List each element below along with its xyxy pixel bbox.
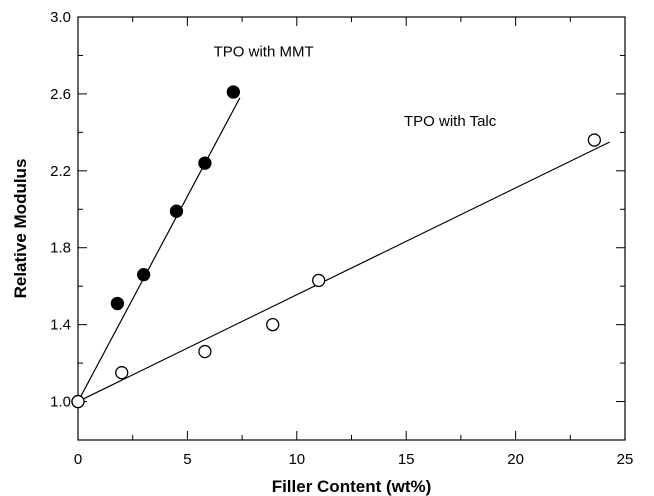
data-point-mmt	[226, 85, 240, 99]
x-axis-title: Filler Content (wt%)	[272, 477, 432, 496]
series-label-mmt: TPO with MMT	[214, 44, 314, 61]
data-point-mmt	[136, 267, 151, 282]
x-tick-label: 0	[74, 451, 82, 468]
y-tick-label: 2.6	[50, 86, 71, 103]
data-point-talc	[587, 133, 602, 147]
y-axis-ticks: 1.0 1.4 1.8 2.2 2.6 3.0	[50, 9, 625, 441]
y-tick-label: 1.8	[50, 240, 71, 257]
data-point-mmt	[110, 296, 125, 311]
data-points	[71, 85, 602, 409]
x-tick-label: 20	[507, 451, 524, 468]
data-point-talc	[71, 394, 85, 409]
fit-lines	[77, 97, 610, 403]
y-tick-label: 2.2	[50, 163, 71, 180]
data-point-mmt	[198, 156, 212, 170]
y-tick-label: 1.0	[50, 394, 71, 411]
data-point-mmt	[169, 204, 184, 218]
y-tick-label: 1.4	[50, 317, 71, 334]
data-point-talc	[312, 273, 326, 288]
x-axis-ticks: 0 5 10 15 20 25	[74, 17, 634, 468]
data-point-talc	[266, 317, 280, 332]
x-tick-label: 15	[398, 451, 415, 468]
y-tick-label: 3.0	[50, 9, 71, 26]
data-point-talc	[198, 344, 212, 359]
plot-frame	[77, 16, 626, 441]
data-point-talc	[115, 366, 129, 380]
y-axis-title: Relative Modulus	[11, 159, 30, 299]
x-tick-label: 25	[617, 451, 634, 468]
fit-line-mmt	[77, 97, 241, 402]
fit-line-talc	[77, 141, 610, 403]
x-tick-label: 5	[183, 451, 191, 468]
series-label-talc: TPO with Talc	[404, 113, 497, 130]
x-tick-label: 10	[288, 451, 305, 468]
